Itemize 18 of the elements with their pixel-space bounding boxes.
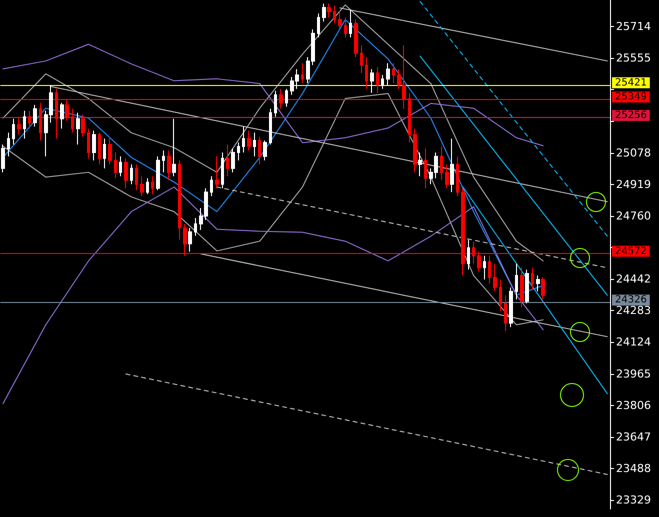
ref-line-label: 24572 <box>615 246 647 257</box>
y-tick-label: 23329 <box>616 494 651 507</box>
y-tick-label: 25078 <box>616 146 651 160</box>
y-tick-label: 24442 <box>616 272 651 286</box>
ref-line-label: 24326 <box>615 294 647 306</box>
y-tick-label: 23806 <box>616 398 651 412</box>
y-tick-label: 24124 <box>616 336 651 349</box>
ref-line-label: 25349 <box>615 92 647 103</box>
y-tick-label: 24919 <box>616 178 651 191</box>
y-tick-label: 24760 <box>616 209 651 222</box>
y-tick-label: 24283 <box>616 304 651 318</box>
y-tick-label: 23647 <box>616 430 651 444</box>
y-tick-label: 25714 <box>616 20 651 34</box>
ref-line-label: 25421 <box>615 77 647 88</box>
y-tick-label: 23488 <box>616 462 651 475</box>
y-tick-label: 23965 <box>616 367 651 380</box>
ref-line-label: 25256 <box>615 110 647 122</box>
y-tick-label: 25555 <box>616 52 651 65</box>
